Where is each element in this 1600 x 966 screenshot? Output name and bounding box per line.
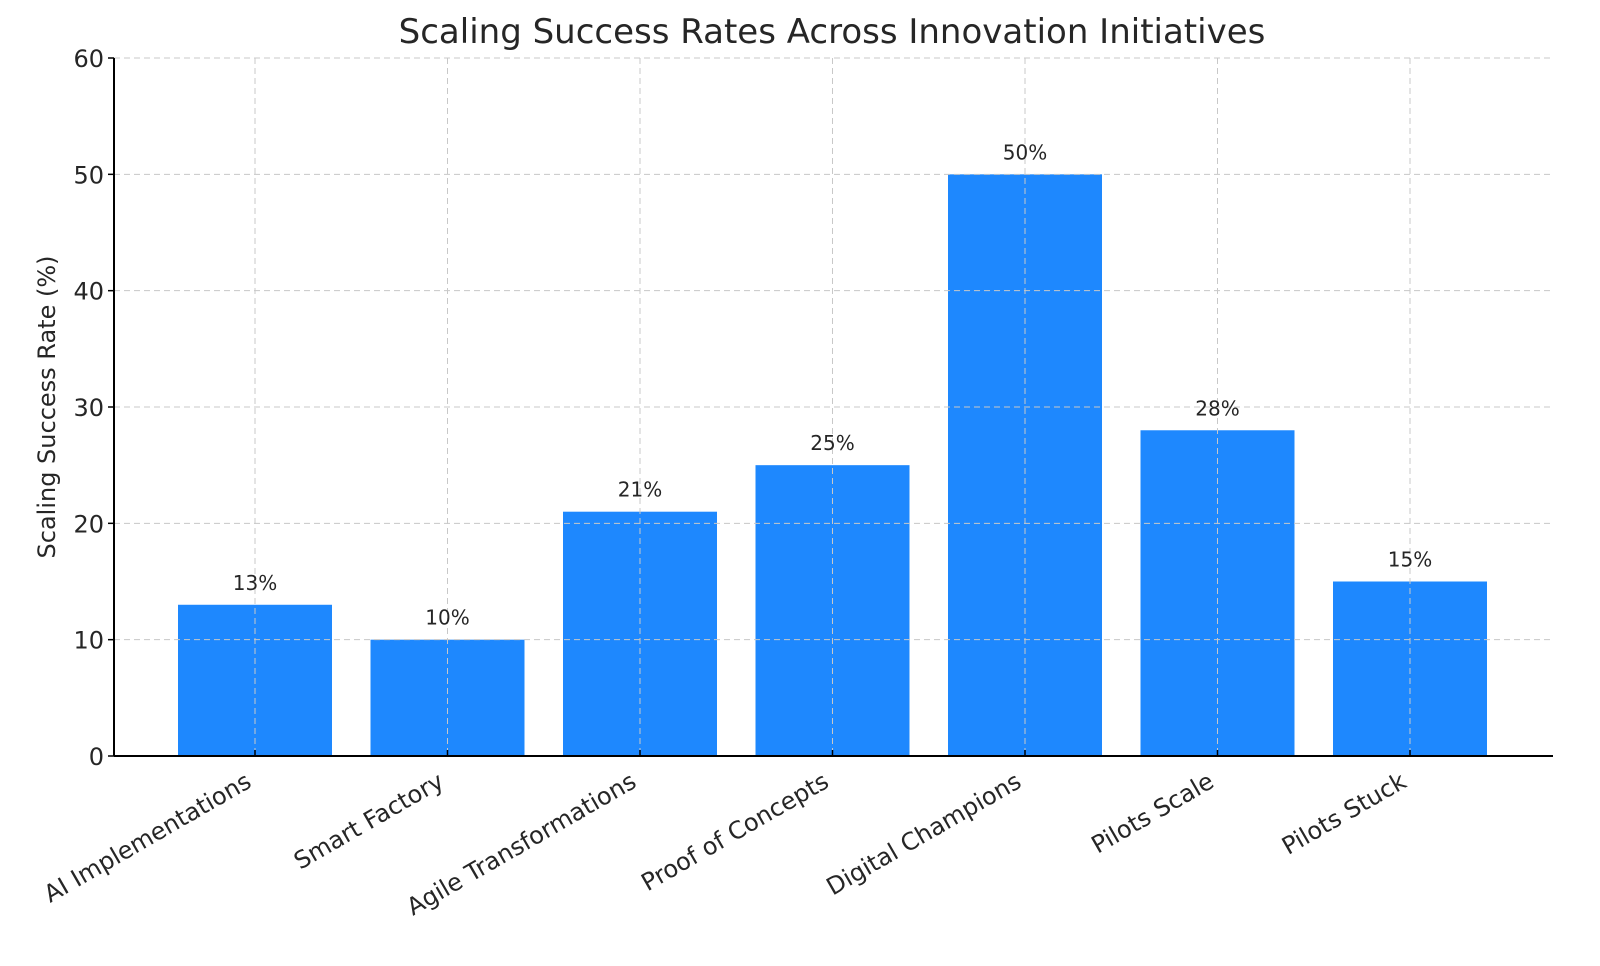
x-tick-label: Digital Champions (822, 767, 1026, 901)
x-tick-label: Proof of Concepts (636, 767, 833, 897)
x-tick-label: Pilots Scale (1087, 767, 1219, 859)
y-tick-label: 30 (73, 394, 104, 422)
y-tick-label: 20 (73, 510, 104, 538)
data-label: 28% (1195, 396, 1239, 420)
y-tick-label: 50 (73, 161, 104, 189)
y-tick-label: 0 (89, 743, 104, 771)
data-label: 50% (1003, 140, 1047, 164)
data-label: 21% (618, 478, 662, 502)
y-tick-label: 40 (73, 278, 104, 306)
data-label: 25% (810, 431, 854, 455)
x-tick-label: Pilots Stuck (1277, 767, 1411, 861)
data-label: 15% (1388, 548, 1432, 572)
data-label: 10% (425, 606, 469, 630)
chart-title: Scaling Success Rates Across Innovation … (399, 12, 1266, 52)
grid-lines (114, 57, 1553, 756)
y-axis: 0 10 20 30 40 50 60 (73, 45, 115, 771)
y-tick-label: 10 (73, 627, 104, 655)
y-axis-label: Scaling Success Rate (%) (33, 256, 61, 559)
data-label: 13% (233, 571, 277, 595)
x-tick-label: Smart Factory (289, 767, 448, 875)
x-tick-label: AI Implementations (39, 767, 256, 908)
data-labels: 13% 10% 21% 25% 50% 28% 15% (233, 140, 1432, 629)
y-tick-label: 60 (73, 45, 104, 73)
